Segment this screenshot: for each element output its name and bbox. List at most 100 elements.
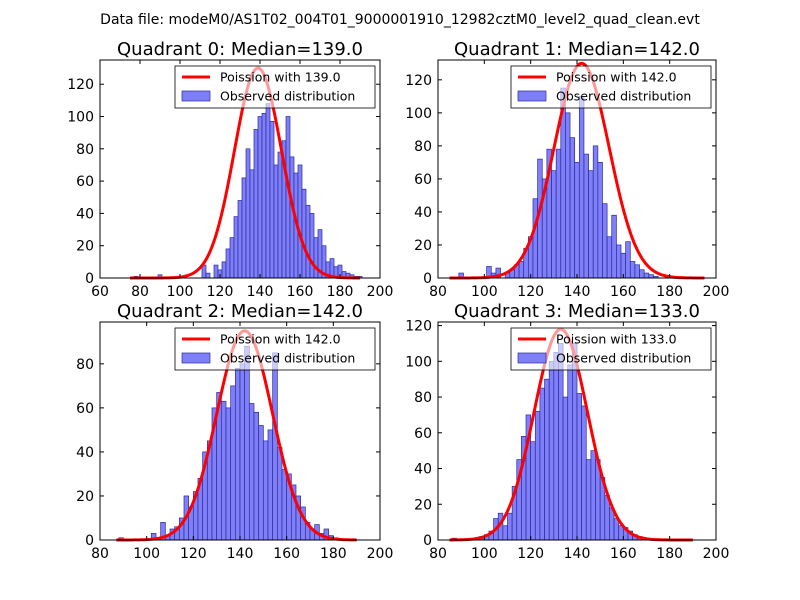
histogram-bar [530, 441, 536, 541]
x-tick-label: 140 [247, 284, 274, 300]
y-tick-label: 0 [423, 271, 432, 287]
histogram-bar [578, 95, 585, 279]
legend-hist-label: Observed distribution [556, 89, 691, 104]
legend-curve-label: Poission with 142.0 [220, 332, 341, 347]
histogram-bars [458, 87, 659, 279]
histogram-bar [502, 525, 508, 541]
y-tick-label: 100 [405, 106, 432, 122]
histogram-bar [555, 148, 562, 279]
histogram-bar [225, 248, 231, 279]
histogram-bar [590, 450, 596, 541]
y-tick-label: 0 [85, 271, 94, 287]
histogram-bar [289, 156, 295, 279]
legend-hist-label: Observed distribution [220, 89, 355, 104]
histogram-bars [133, 103, 363, 279]
legend-hist-label: Observed distribution [556, 351, 691, 366]
histogram-bar [585, 459, 592, 541]
y-tick-label: 40 [414, 462, 432, 478]
histogram-bar [265, 103, 271, 279]
legend: Poission with 139.0 Observed distribution [174, 65, 376, 109]
y-tick-label: 20 [414, 497, 432, 513]
histogram-bar [602, 203, 608, 279]
subplot-grid: 60 80 100 120 140 160 180 200020406080100120Qua… [67, 39, 729, 562]
legend-hist-swatch [517, 90, 547, 102]
histogram-bar [532, 198, 538, 279]
histogram-bar [548, 360, 555, 541]
x-tick-label: 200 [367, 284, 394, 300]
histogram-bar [616, 244, 622, 279]
histogram-bar [241, 177, 247, 279]
histogram-bar [643, 272, 650, 279]
x-tick-label: 160 [610, 546, 637, 562]
legend-hist-label: Observed distribution [220, 351, 355, 366]
y-tick-label: 60 [414, 426, 432, 442]
x-tick-label: 140 [227, 546, 254, 562]
histogram-bar [225, 407, 232, 541]
x-tick-label: 120 [517, 284, 544, 300]
histogram-bar [234, 367, 241, 541]
subplot-quadrant-0: 60 80 100 120 140 160 180 200 0 20 40 60 80 100 120 Qua… [67, 39, 393, 300]
subplot-title: Quadrant 1: Median=142.0 [454, 39, 700, 60]
histogram-bar [558, 343, 564, 541]
legend-hist-swatch [517, 352, 547, 364]
x-tick-label: 80 [429, 284, 447, 300]
y-tick-label: 80 [414, 139, 432, 155]
x-tick-label: 80 [429, 546, 447, 562]
histogram-bar [245, 148, 251, 279]
legend-curve-label: Poission with 133.0 [556, 332, 677, 347]
histogram-bar [273, 164, 279, 279]
histogram-bar [229, 237, 235, 279]
legend: Poission with 142.0 Observed distribution [510, 65, 712, 109]
y-tick-label: 40 [76, 445, 94, 461]
histogram-bar [583, 153, 589, 279]
histogram-bar [261, 112, 267, 279]
y-tick-label: 20 [414, 238, 432, 254]
y-tick-label: 120 [405, 319, 432, 335]
axes-frame [99, 59, 381, 279]
histogram-bar [230, 385, 236, 541]
histogram-bar [313, 237, 319, 279]
histogram-bar [239, 363, 246, 541]
histogram-bar [588, 170, 594, 279]
y-tick-label: 20 [76, 239, 94, 255]
x-tick-label: 120 [517, 546, 544, 562]
histogram-bar [581, 405, 587, 541]
histogram-bar [233, 216, 239, 279]
histogram-bar [253, 411, 260, 541]
x-tick-label: 160 [273, 546, 300, 562]
histogram-bar [249, 169, 255, 279]
y-tick-label: 0 [85, 533, 94, 549]
y-tick-label: 60 [414, 172, 432, 188]
subplot-title: Quadrant 3: Median=133.0 [454, 301, 700, 322]
x-tick-label: 140 [564, 284, 591, 300]
x-tick-label: 180 [656, 284, 683, 300]
histogram-bar [572, 343, 578, 541]
x-tick-label: 200 [703, 284, 730, 300]
histogram-bar [267, 429, 274, 541]
histogram-bar [281, 469, 288, 541]
legend: Poission with 142.0 Observed distribution [174, 327, 376, 371]
histogram-bar [248, 403, 255, 541]
histogram-bar [257, 116, 263, 279]
histogram-bar [629, 261, 636, 279]
legend-hist-swatch [181, 352, 211, 364]
histogram-bar [574, 162, 580, 279]
x-tick-label: 140 [564, 546, 591, 562]
histogram-bar [301, 188, 307, 279]
y-tick-label: 80 [76, 357, 94, 373]
x-tick-label: 100 [167, 284, 194, 300]
histogram-bar [518, 261, 525, 279]
histogram-bar [258, 425, 264, 541]
subplot-quadrant-1: 80 100 120 140 160 180 200 0 20 40 60 80 100 120 Quadr… [405, 39, 729, 300]
legend: Poission with 133.0 Observed distribution [510, 327, 712, 371]
legend-curve-label: Poission with 142.0 [556, 70, 677, 85]
y-tick-label: 40 [76, 206, 94, 222]
x-tick-label: 160 [287, 284, 314, 300]
y-tick-label: 0 [423, 533, 432, 549]
histogram-bar [237, 200, 243, 279]
y-tick-label: 80 [414, 390, 432, 406]
histogram-bar [576, 393, 582, 541]
x-tick-label: 100 [133, 546, 160, 562]
histogram-bar [253, 129, 259, 279]
histogram-bar [272, 352, 278, 541]
